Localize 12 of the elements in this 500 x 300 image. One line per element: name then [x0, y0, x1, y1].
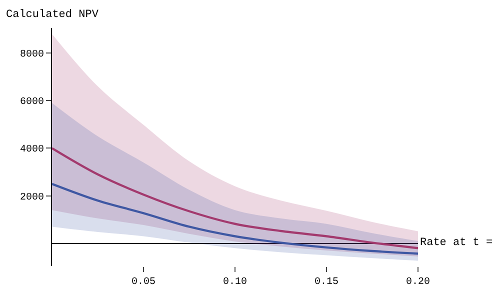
line-series: [52, 147, 418, 250]
x-tick-label: 0.20: [406, 277, 430, 288]
y-tick-label: 6000: [20, 97, 44, 108]
y-tick-label: 4000: [20, 144, 44, 156]
line-series: [52, 182, 418, 255]
y-axis-title: Calculated NPV: [6, 9, 99, 21]
y-tick-label: 8000: [20, 49, 44, 60]
x-tick-label: 0.10: [222, 277, 248, 288]
x-tick-label: 0.15: [314, 277, 339, 288]
x-tick-label: 0.05: [131, 277, 156, 288]
y-tick-label: 2000: [20, 192, 44, 204]
x-axis-title: Rate at t =: [420, 237, 493, 249]
